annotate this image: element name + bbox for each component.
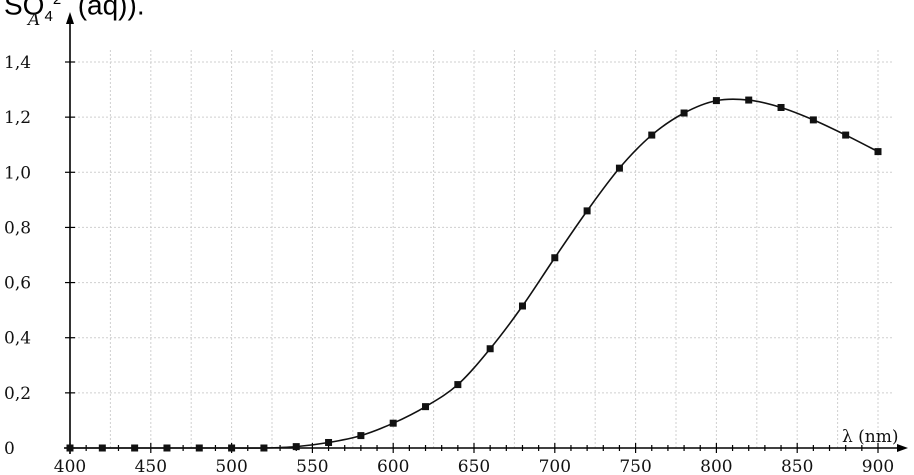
data-point-marker	[648, 131, 656, 139]
data-point-marker	[66, 444, 74, 452]
data-point-marker	[583, 207, 591, 215]
grid	[70, 48, 892, 448]
x-tick-label: 550	[296, 457, 328, 475]
y-tick-label: 0	[4, 439, 15, 459]
x-axis-arrow	[897, 444, 908, 452]
x-tick-label: 450	[135, 457, 167, 475]
data-point-marker	[712, 97, 720, 105]
data-point-marker	[454, 381, 462, 389]
data-point-marker	[260, 444, 268, 452]
data-point-marker	[551, 254, 559, 262]
formula-subscript: 4	[44, 7, 53, 25]
x-tick-label: 400	[54, 457, 86, 475]
data-points	[66, 96, 882, 452]
x-tick-label: 650	[458, 457, 490, 475]
x-tick-label: 600	[377, 457, 409, 475]
data-point-marker	[292, 443, 300, 451]
y-tick-label: 1,4	[4, 53, 31, 73]
top-caption: SO42− (aq)).	[4, 0, 145, 31]
x-tick-label: 850	[781, 457, 813, 475]
x-axis-title: λ (nm)	[842, 427, 899, 447]
data-point-marker	[98, 444, 106, 452]
data-point-marker	[777, 103, 785, 111]
data-point-marker	[325, 438, 333, 446]
data-point-marker	[163, 444, 171, 452]
y-tick-label: 0,4	[4, 329, 31, 349]
axes	[64, 12, 908, 454]
data-point-marker	[486, 345, 494, 353]
data-point-marker	[131, 444, 139, 452]
y-tick-label: 0,2	[4, 384, 31, 404]
data-point-marker	[228, 444, 236, 452]
formula-superscript: 2−	[53, 0, 70, 8]
data-point-marker	[389, 419, 397, 427]
data-point-marker	[874, 148, 882, 156]
y-tick-label: 0,6	[4, 274, 31, 294]
x-tick-label: 900	[862, 457, 894, 475]
y-axis-title: A	[26, 10, 40, 30]
y-tick-label: 1,2	[4, 108, 31, 128]
data-point-marker	[842, 131, 850, 139]
tick-labels: 400 450 500 550 600 650 700 750 800 850 900 0 0,2 0,4…	[4, 53, 894, 475]
data-point-marker	[615, 164, 623, 172]
y-tick-label: 0,8	[4, 218, 31, 238]
data-point-marker	[809, 116, 817, 124]
data-point-marker	[745, 96, 753, 104]
x-tick-label: 700	[539, 457, 571, 475]
data-point-marker	[680, 109, 688, 117]
y-tick-label: 1,0	[4, 163, 31, 183]
y-axis-arrow	[66, 12, 74, 24]
data-point-marker	[357, 432, 365, 440]
data-point-marker	[518, 302, 526, 310]
x-tick-label: 500	[215, 457, 247, 475]
formula-tail: (aq)).	[77, 0, 145, 21]
data-point-marker	[195, 444, 203, 452]
data-point-marker	[422, 403, 430, 411]
formula-main: SO	[4, 0, 45, 21]
x-tick-label: 800	[700, 457, 732, 475]
x-tick-label: 750	[619, 457, 651, 475]
ticks	[65, 61, 879, 453]
